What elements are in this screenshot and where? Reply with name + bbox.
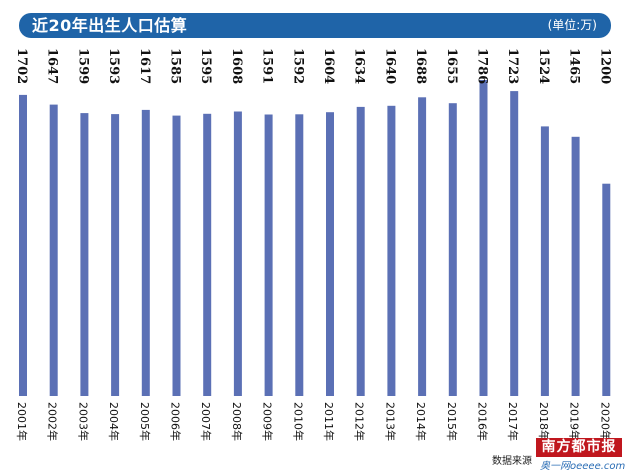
category-label: 2011年 <box>322 402 336 441</box>
bar-2010年 <box>295 114 304 397</box>
value-label: 1655 <box>444 48 459 84</box>
category-label: 2020年 <box>598 402 612 441</box>
category-label: 2016年 <box>476 402 490 441</box>
value-label: 1640 <box>382 48 397 84</box>
bar-2017年 <box>510 91 519 396</box>
bar-2012年 <box>356 106 365 397</box>
category-label: 2001年 <box>15 402 29 441</box>
value-label: 1688 <box>413 48 428 84</box>
bar-2006年 <box>172 115 181 396</box>
category-label: 2014年 <box>414 402 428 441</box>
bar-2015年 <box>448 103 457 396</box>
value-label: 1595 <box>198 48 213 84</box>
value-label: 1617 <box>137 48 152 84</box>
newspaper-logo: 南方都市报 <box>536 438 622 457</box>
value-label: 1647 <box>45 48 60 84</box>
bar-2019年 <box>571 136 580 397</box>
category-label: 2003年 <box>76 402 90 441</box>
category-label: 2015年 <box>445 402 459 441</box>
bar-2002年 <box>49 104 58 396</box>
chart-title: 近20年出生人口估算 <box>32 16 188 35</box>
category-label: 2019年 <box>568 402 582 441</box>
value-label: 1592 <box>290 48 305 84</box>
bar-2004年 <box>111 114 120 396</box>
unit-label: (单位:万) <box>547 18 597 32</box>
value-label: 1599 <box>75 48 90 84</box>
value-label: 1634 <box>352 48 367 84</box>
value-label: 1604 <box>321 48 336 84</box>
chart-header: 近20年出生人口估算 (单位:万) <box>19 13 611 38</box>
source-note: 数据来源 <box>492 456 532 467</box>
value-label: 1786 <box>475 48 490 84</box>
bar-2007年 <box>203 113 212 397</box>
category-label: 2018年 <box>537 402 551 441</box>
category-label: 2006年 <box>169 402 183 441</box>
bar-2014年 <box>418 97 427 397</box>
category-label: 2017年 <box>506 402 520 441</box>
category-label: 2005年 <box>138 402 152 441</box>
bar-2011年 <box>326 112 334 396</box>
watermark: 奥一网oeeee.com <box>540 461 626 472</box>
bar-2013年 <box>387 105 396 397</box>
value-label: 1465 <box>567 48 582 84</box>
category-label: 2012年 <box>353 402 367 441</box>
category-label: 2013年 <box>383 402 397 441</box>
value-label: 1593 <box>106 48 121 84</box>
bar-2003年 <box>80 113 89 396</box>
bar-2016年 <box>479 80 488 396</box>
value-label: 1723 <box>505 48 520 84</box>
bar-2018年 <box>540 126 549 397</box>
value-label: 1702 <box>14 48 29 84</box>
bar-2008年 <box>233 111 242 396</box>
category-label: 2010年 <box>291 402 305 441</box>
category-label: 2009年 <box>261 402 275 441</box>
bar-2005年 <box>141 109 150 397</box>
value-label: 1585 <box>168 48 183 84</box>
category-label: 2004年 <box>107 402 121 441</box>
value-label: 1200 <box>597 48 612 84</box>
value-label: 1524 <box>536 48 551 84</box>
value-label: 1591 <box>260 48 275 84</box>
bar-2001年 <box>19 94 27 397</box>
bar-2009年 <box>264 114 273 396</box>
bar-2020年 <box>602 183 611 396</box>
category-label: 2007年 <box>199 402 213 441</box>
value-label: 1608 <box>229 48 244 84</box>
category-label: 2002年 <box>46 402 60 441</box>
category-label: 2008年 <box>230 402 244 441</box>
